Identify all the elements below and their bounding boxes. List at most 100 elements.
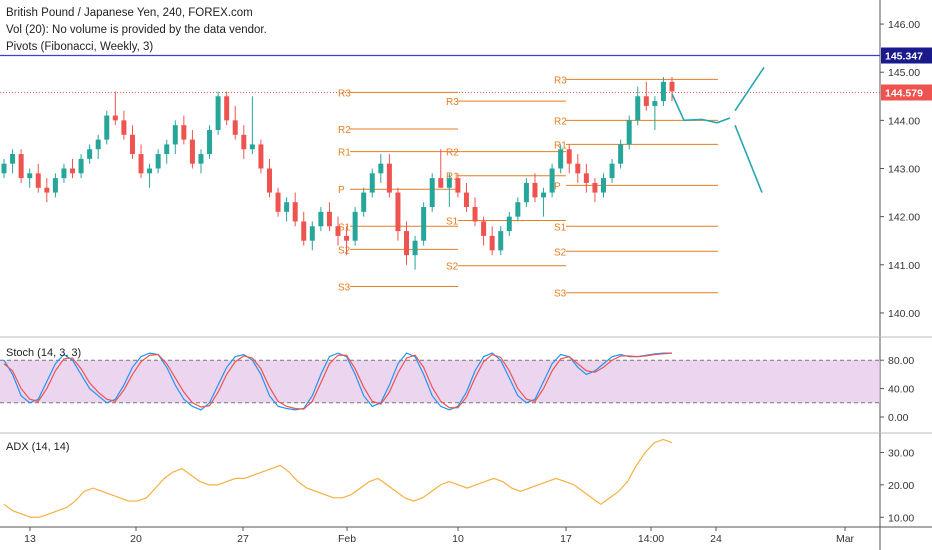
pivot-label: S2 (554, 247, 567, 258)
resistance-price-label: 145.347 (885, 51, 923, 63)
candle-body (61, 168, 67, 179)
candle-body (266, 168, 272, 193)
candle-body (335, 226, 341, 236)
stoch-tick-label: 0.00 (888, 412, 909, 424)
candle-body (181, 125, 187, 140)
pivot-label: R3 (338, 88, 351, 99)
pivot-label: S3 (554, 289, 567, 300)
candle-body (463, 192, 469, 208)
candle-body (558, 149, 564, 169)
pivot-label: P (338, 185, 345, 196)
candle-body (395, 192, 401, 232)
pivot-label: R3 (446, 97, 459, 108)
adx-tick-label: 20.00 (888, 480, 914, 492)
price-tick-label: 145.00 (888, 67, 920, 79)
stoch-k-line (3, 352, 672, 411)
time-tick-label: Mar (836, 533, 855, 545)
price-tick-label: 143.00 (888, 164, 920, 176)
pivot-label: R2 (446, 148, 459, 159)
candle-body (27, 173, 33, 179)
candle-body (112, 115, 118, 121)
price-tick-label: 141.00 (888, 260, 920, 272)
time-tick-label: Feb (338, 533, 356, 545)
candle-body (10, 154, 16, 164)
candle-body (429, 178, 435, 208)
candle-body (515, 202, 521, 217)
pivots-legend: Pivots (Fibonacci, Weekly, 3) (6, 41, 154, 53)
candle-body (635, 96, 641, 121)
candle-body (592, 182, 598, 193)
candle-body (95, 139, 101, 150)
candle-body (1, 163, 7, 174)
candle-body (18, 154, 24, 179)
candle-body (284, 202, 290, 212)
candle-body (541, 192, 547, 198)
candle-body (301, 221, 307, 241)
candle-body (361, 192, 367, 212)
candle-body (52, 178, 58, 193)
price-tick-label: 144.00 (888, 115, 920, 127)
candle-body (618, 144, 624, 164)
candle-body (138, 154, 144, 174)
candle-body (575, 163, 581, 174)
chart-title: British Pound / Japanese Yen, 240, FOREX… (6, 7, 253, 19)
candle-body (70, 168, 76, 174)
candle-body (104, 115, 110, 140)
candle-body (164, 144, 170, 155)
candle-body (241, 134, 247, 150)
candle-body (404, 231, 410, 256)
candle-body (155, 154, 161, 169)
time-tick-label: 17 (560, 533, 572, 545)
candle-body (609, 163, 615, 179)
candle-body (523, 182, 529, 203)
candle-body (506, 216, 512, 232)
stoch-tick-label: 40.00 (888, 384, 914, 396)
adx-label: ADX (14, 14) (6, 441, 70, 453)
candle-body (455, 178, 461, 193)
candle-body (438, 178, 444, 188)
time-tick-label: 14:00 (638, 533, 664, 545)
candle-body (532, 182, 538, 198)
candle-body (87, 149, 93, 159)
pivot-label: S1 (554, 222, 567, 233)
candle-body (669, 81, 675, 92)
price-tick-label: 140.00 (888, 308, 920, 320)
candle-body (129, 134, 135, 155)
pivot-label: R1 (338, 148, 351, 159)
candle-body (207, 129, 213, 155)
pivot-label: S2 (338, 245, 351, 256)
adx-tick-label: 10.00 (888, 512, 914, 524)
last-price-label: 144.579 (885, 87, 923, 99)
candle-body (378, 163, 384, 174)
candle-body (481, 221, 487, 236)
candle-body (652, 101, 658, 106)
stoch-tick-label: 80.00 (888, 355, 914, 367)
candle-body (258, 144, 264, 169)
candle-body (44, 187, 50, 193)
projection-consolidation (671, 93, 731, 124)
candle-body (318, 211, 324, 227)
candle-body (249, 144, 255, 150)
candle-body (489, 235, 495, 251)
time-tick-label: 27 (237, 533, 249, 545)
candle-body (326, 211, 332, 227)
candle-body (660, 81, 666, 102)
candle-body (369, 173, 375, 193)
candle-body (498, 231, 504, 251)
pivot-label: R1 (446, 172, 459, 183)
resistance-price-tag (881, 47, 932, 64)
pivot-label: R3 (554, 75, 567, 86)
candle-body (412, 240, 418, 256)
candle-body (600, 178, 606, 193)
price-tick-label: 146.00 (888, 19, 920, 31)
candle-body (309, 226, 315, 241)
last-price-tag (881, 84, 932, 101)
projection-up (734, 66, 765, 112)
candle-body (232, 120, 238, 135)
candle-body (583, 173, 589, 183)
candle-body (198, 154, 204, 164)
stoch-d-line (3, 352, 673, 410)
candle-body (224, 96, 230, 121)
candle-body (147, 168, 153, 174)
